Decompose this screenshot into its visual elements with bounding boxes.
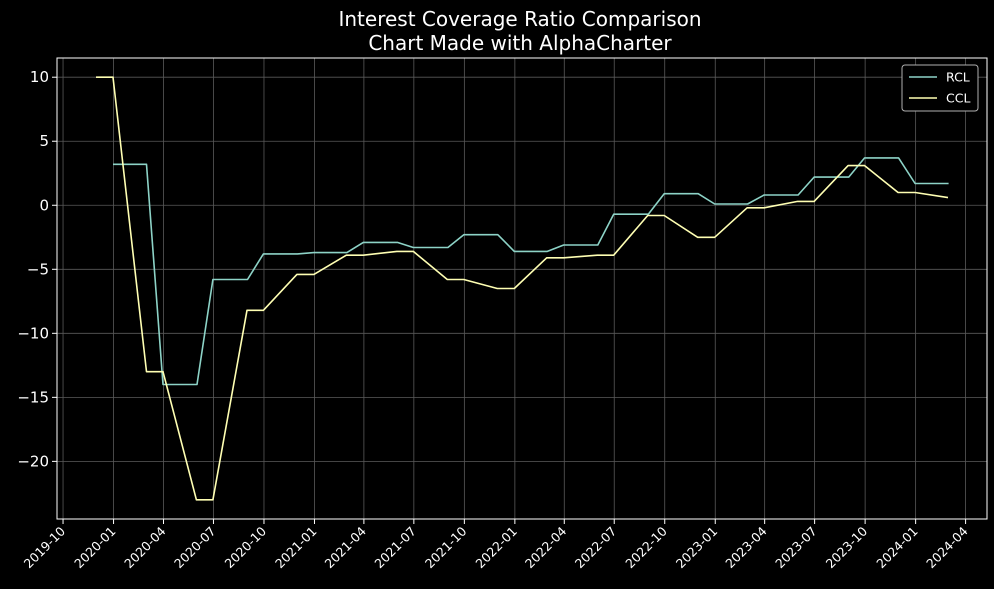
y-tick-label: −10: [17, 324, 49, 342]
x-tick-label: 2023-07: [772, 524, 820, 572]
x-tick-label: 2021-07: [371, 524, 419, 572]
x-tick-label: 2023-04: [722, 523, 770, 571]
x-tick-label: 2020-04: [121, 523, 169, 571]
y-tick-label: 10: [30, 68, 49, 86]
legend-label-rcl: RCL: [946, 70, 970, 85]
y-tick-label: 5: [39, 132, 49, 150]
grid-lines: [57, 58, 987, 519]
x-tick-label: 2021-04: [321, 523, 369, 571]
x-tick-label: 2020-01: [71, 524, 119, 572]
x-axis: 2019-10 2020-01 2020-04 2020-07 2020-10 2021-…: [21, 519, 971, 571]
y-tick-label: −20: [17, 452, 49, 470]
y-tick-label: −5: [27, 260, 49, 278]
x-tick-label: 2024-01: [873, 524, 921, 572]
x-tick-label: 2024-04: [923, 523, 971, 571]
legend-label-ccl: CCL: [946, 91, 970, 106]
x-tick-label: 2021-10: [422, 523, 470, 571]
x-tick-label: 2023-10: [823, 523, 871, 571]
y-axis: 10 5 0 −5 −10 −15 −20: [17, 68, 57, 470]
x-tick-label: 2022-10: [622, 523, 670, 571]
x-tick-label: 2022-01: [472, 524, 520, 572]
x-tick-label: 2020-10: [222, 523, 270, 571]
x-tick-label: 2023-01: [673, 524, 721, 572]
legend: RCL CCL: [901, 64, 979, 112]
x-tick-label: 2019-10: [21, 523, 69, 571]
series-line-ccl: [96, 76, 949, 501]
series-lines: [96, 76, 949, 501]
chart-title: Interest Coverage Ratio Comparison: [338, 7, 701, 31]
chart-subtitle: Chart Made with AlphaCharter: [368, 31, 672, 55]
x-tick-label: 2022-04: [522, 523, 570, 571]
plot-frame: [56, 57, 988, 520]
y-tick-label: 0: [39, 196, 49, 214]
series-line-rcl: [113, 157, 949, 386]
x-tick-label: 2020-07: [171, 524, 219, 572]
x-tick-label: 2021-01: [272, 524, 320, 572]
y-tick-label: −15: [17, 388, 49, 406]
x-tick-label: 2022-07: [572, 524, 620, 572]
